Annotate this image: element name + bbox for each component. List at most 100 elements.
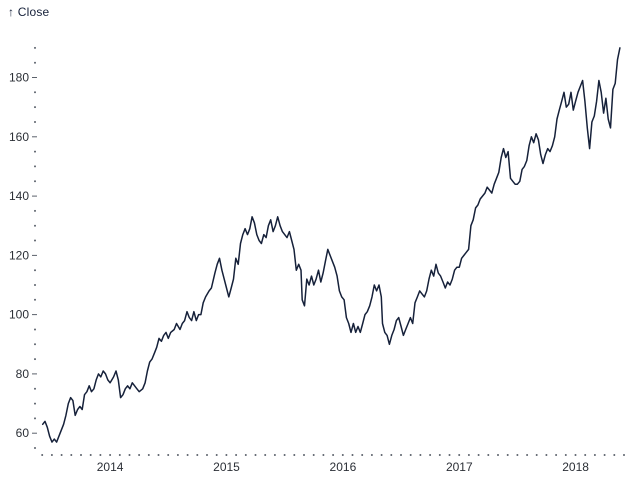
y-minor-tick <box>34 358 36 361</box>
y-tick-label: 120 <box>9 248 29 262</box>
x-minor-tick <box>370 454 373 456</box>
x-minor-tick <box>419 454 422 456</box>
y-tick-label: 80 <box>16 367 30 381</box>
y-minor-tick <box>34 298 36 301</box>
y-minor-tick <box>34 269 36 272</box>
x-minor-tick <box>312 454 315 456</box>
x-minor-tick <box>186 454 189 456</box>
y-minor-tick <box>34 239 36 242</box>
x-minor-tick <box>448 454 451 456</box>
x-minor-tick <box>429 454 432 456</box>
y-minor-tick <box>34 447 36 449</box>
x-minor-tick <box>167 454 170 456</box>
x-minor-tick <box>467 454 470 456</box>
x-minor-tick <box>555 454 558 456</box>
x-minor-tick <box>157 454 160 456</box>
x-minor-tick <box>497 454 499 456</box>
x-minor-tick <box>458 454 461 456</box>
x-minor-tick <box>322 454 325 456</box>
y-tick-label: 100 <box>9 308 29 322</box>
close-price-line <box>41 47 621 443</box>
x-minor-tick <box>438 454 441 456</box>
x-minor-tick <box>254 454 257 456</box>
y-minor-tick <box>34 284 36 286</box>
x-minor-tick <box>138 454 141 456</box>
x-minor-tick <box>593 454 596 456</box>
x-minor-tick <box>584 454 587 456</box>
y-minor-tick <box>34 224 36 227</box>
y-minor-tick <box>34 121 36 123</box>
x-minor-tick <box>196 454 199 456</box>
y-tick-label: 180 <box>9 70 29 84</box>
x-minor-tick <box>303 454 305 456</box>
y-minor-tick <box>34 387 36 390</box>
x-tick-label: 2018 <box>562 460 589 474</box>
x-minor-tick <box>380 454 383 456</box>
x-minor-tick <box>147 454 150 456</box>
y-minor-tick <box>34 61 36 64</box>
x-minor-tick <box>477 454 480 456</box>
x-minor-tick <box>109 454 112 456</box>
x-tick-label: 2015 <box>213 460 240 474</box>
x-minor-tick <box>361 454 364 456</box>
x-minor-tick <box>225 454 228 456</box>
y-minor-tick <box>34 402 36 405</box>
x-minor-tick <box>118 454 121 456</box>
x-minor-tick <box>613 454 616 456</box>
x-minor-tick <box>341 454 344 456</box>
x-minor-tick <box>235 454 238 456</box>
x-minor-tick <box>506 454 509 456</box>
x-minor-tick <box>564 454 567 456</box>
y-minor-tick <box>34 328 36 331</box>
x-minor-tick <box>545 454 548 456</box>
y-minor-tick <box>34 91 36 94</box>
x-tick-label: 2014 <box>97 460 124 474</box>
x-minor-tick <box>603 454 606 456</box>
y-minor-tick <box>34 165 36 168</box>
x-minor-tick <box>60 454 63 456</box>
x-minor-tick <box>128 454 131 456</box>
x-minor-tick <box>176 454 179 456</box>
x-minor-tick <box>283 454 286 456</box>
x-minor-tick <box>574 454 577 456</box>
x-minor-tick <box>70 454 73 456</box>
y-axis-title: ↑ Close <box>8 5 50 19</box>
x-minor-tick <box>273 454 276 456</box>
x-axis: 2014 2015 2016 2017 2018 <box>41 454 625 474</box>
x-minor-tick <box>409 454 412 456</box>
y-tick-label: 160 <box>9 130 29 144</box>
x-minor-tick <box>206 454 208 456</box>
x-minor-tick <box>400 454 402 456</box>
x-minor-tick <box>332 454 335 456</box>
x-minor-tick <box>264 454 267 456</box>
x-tick-label: 2017 <box>446 460 473 474</box>
x-minor-tick <box>623 454 625 456</box>
x-minor-tick <box>215 454 218 456</box>
y-minor-tick <box>34 106 36 109</box>
y-tick-label: 60 <box>16 426 30 440</box>
x-minor-tick <box>89 454 92 456</box>
y-minor-tick <box>34 180 36 183</box>
y-minor-tick <box>34 46 36 49</box>
x-minor-tick <box>50 454 53 456</box>
x-minor-tick <box>80 454 82 456</box>
x-tick-label: 2016 <box>330 460 357 474</box>
x-minor-tick <box>293 454 296 456</box>
x-minor-tick <box>41 454 44 456</box>
y-tick-label: 140 <box>9 189 29 203</box>
x-minor-tick <box>526 454 529 456</box>
x-minor-tick <box>535 454 538 456</box>
x-minor-tick <box>516 454 519 456</box>
x-minor-tick <box>487 454 490 456</box>
x-minor-tick <box>99 454 102 456</box>
y-axis: 60 80 100 120 140 160 180 <box>9 46 37 449</box>
x-minor-tick <box>351 454 354 456</box>
y-minor-tick <box>34 150 36 153</box>
x-minor-tick <box>390 454 393 456</box>
y-minor-tick <box>34 417 36 420</box>
y-minor-tick <box>34 343 36 346</box>
x-minor-tick <box>244 454 247 456</box>
y-minor-tick <box>34 209 36 212</box>
